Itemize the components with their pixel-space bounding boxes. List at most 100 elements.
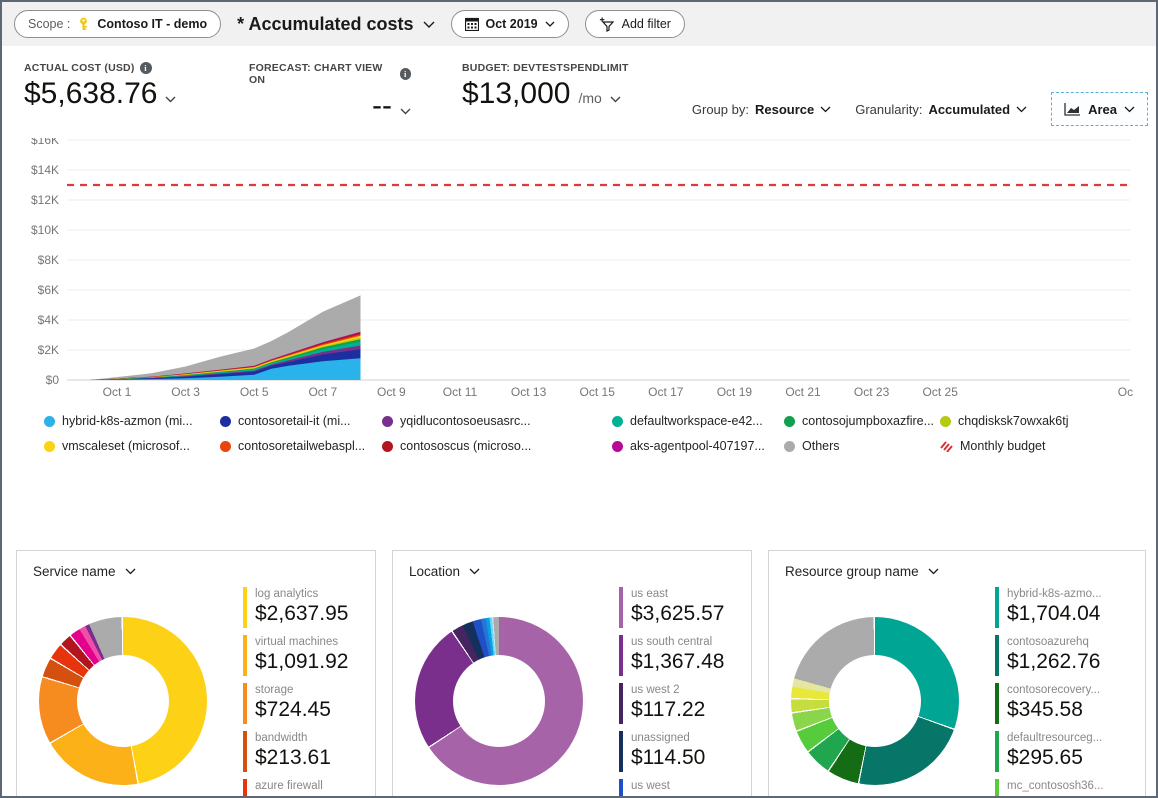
forecast-label: FORECAST: CHART VIEW ON (249, 62, 383, 86)
legend-label: aks-agentpool-407197... (630, 439, 765, 453)
forecast-dropdown[interactable]: -- (249, 89, 411, 123)
legend-item-1[interactable]: contosoretail-it (mi... (220, 414, 382, 428)
chevron-down-icon (1016, 106, 1027, 112)
budget-suffix: /mo (578, 90, 602, 106)
info-icon[interactable]: i (399, 68, 411, 80)
donut-chart-service-name[interactable] (39, 617, 207, 785)
x-axis-tick-label: Oct 23 (854, 385, 890, 399)
donut-list-item: hybrid-k8s-azmo... $1,704.04 (995, 587, 1139, 628)
list-item-value: $295.65 (1007, 746, 1083, 770)
list-item-color-bar (619, 731, 623, 772)
chevron-down-icon (469, 568, 480, 575)
list-item-label: azure firewall (255, 780, 323, 792)
legend-color-dot (44, 415, 55, 427)
accumulated-cost-area-chart[interactable]: $0 $2K $4K $6K $8K $10K $12K $14K $16K Oct 1 Oct 3… (2, 138, 1158, 410)
donut-list-item: us west (619, 779, 745, 796)
granularity-selector[interactable]: Granularity: Accumulated (855, 102, 1027, 117)
x-axis-tick-label: Oc (1118, 385, 1133, 399)
donut-list-item: log analytics $2,637.95 (243, 587, 369, 628)
view-selector[interactable]: * Accumulated costs (237, 14, 434, 35)
legend-item-2[interactable]: yqidlucontosoeusasrc... (382, 414, 612, 428)
add-filter-button[interactable]: Add filter (584, 10, 685, 38)
list-item-label: unassigned (631, 732, 690, 744)
scope-selector[interactable]: Scope : Contoso IT - demo (14, 10, 222, 38)
list-item-value: $117.22 (631, 698, 706, 722)
donut-list-item: storage $724.45 (243, 683, 369, 724)
legend-label: vmscaleset (microsof... (62, 439, 190, 453)
list-item-label: log analytics (255, 588, 319, 600)
scope-value: Contoso IT - demo (97, 17, 208, 31)
list-item-label: contosorecovery... (1007, 684, 1101, 696)
calendar-icon (464, 17, 479, 31)
legend-color-dot (784, 440, 795, 452)
legend-item-6[interactable]: vmscaleset (microsof... (44, 439, 220, 453)
dimension-selector-location[interactable]: Location (409, 564, 480, 579)
key-icon (77, 17, 90, 31)
x-axis-tick-label: Oct 3 (171, 385, 200, 399)
donut-list-item: us east $3,625.57 (619, 587, 745, 628)
donut-list-item: us south central $1,367.48 (619, 635, 745, 676)
legend-item-5[interactable]: chqdisksk7owxak6tj (940, 414, 1152, 428)
card-title: Location (409, 564, 461, 579)
list-item-label: mc_contososh36... (1007, 780, 1104, 792)
group-by-selector[interactable]: Group by: Resource (692, 102, 831, 117)
chart-type-selector[interactable]: Area (1051, 92, 1148, 126)
donut-list-item: unassigned $114.50 (619, 731, 745, 772)
legend-item-10[interactable]: Others (784, 439, 940, 453)
legend-color-dot (612, 415, 623, 427)
list-item-color-bar (995, 635, 999, 676)
list-item-value: $213.61 (255, 746, 331, 770)
donut-list-item: azure firewall (243, 779, 369, 796)
y-axis-tick-label: $14K (31, 163, 59, 177)
donut-list: us east $3,625.57 us south central $1,367.4… (619, 587, 745, 796)
dimension-selector-service-name[interactable]: Service name (33, 564, 136, 579)
donut-list-item: us west 2 $117.22 (619, 683, 745, 724)
legend-item-9[interactable]: aks-agentpool-407197... (612, 439, 784, 453)
legend-color-dot (382, 415, 393, 427)
legend-item-7[interactable]: contosoretailwebaspl... (220, 439, 382, 453)
legend-item-4[interactable]: contosojumpboxazfire... (784, 414, 940, 428)
donut-list-item: virtual machines $1,091.92 (243, 635, 369, 676)
granularity-value: Accumulated (928, 101, 1011, 117)
legend-label: contososcus (microso... (400, 439, 532, 453)
chevron-down-icon (165, 96, 176, 103)
legend-item-8[interactable]: contososcus (microso... (382, 439, 612, 453)
legend-item-3[interactable]: defaultworkspace-e42... (612, 414, 784, 428)
chevron-down-icon (820, 106, 831, 112)
legend-label: defaultworkspace-e42... (630, 414, 763, 428)
donut-chart-location[interactable] (415, 617, 583, 785)
y-axis-tick-label: $0 (46, 373, 60, 387)
granularity-label: Granularity: (855, 101, 923, 117)
donut-list: hybrid-k8s-azmo... $1,704.04 contosoazureh… (995, 587, 1139, 796)
donut-list-item: contosorecovery... $345.58 (995, 683, 1139, 724)
date-range-selector[interactable]: Oct 2019 (450, 10, 569, 38)
list-item-color-bar (995, 779, 999, 796)
donut-chart-resource-group[interactable] (791, 617, 959, 785)
breakdown-card-location: Location us east $3,625.57 us south centra… (392, 550, 752, 796)
list-item-value: $1,704.04 (1007, 602, 1101, 626)
legend-item-0[interactable]: hybrid-k8s-azmon (mi... (44, 414, 220, 428)
legend-item-monthly-budget[interactable]: Monthly budget (940, 439, 1152, 453)
donut-list: log analytics $2,637.95 virtual machines $1… (243, 587, 369, 796)
command-bar: Scope : Contoso IT - demo * Accumulated … (2, 2, 1156, 46)
list-item-color-bar (243, 683, 247, 724)
list-item-color-bar (619, 635, 623, 676)
donut-hole (77, 655, 169, 747)
legend-label: Monthly budget (960, 439, 1046, 453)
donut-hole (829, 655, 921, 747)
info-icon[interactable]: i (139, 62, 152, 74)
legend-color-dot (612, 440, 623, 452)
y-axis-tick-label: $8K (38, 253, 59, 267)
donut-list-item: bandwidth $213.61 (243, 731, 369, 772)
list-item-color-bar (995, 731, 999, 772)
budget-dropdown[interactable]: $13,000 /mo (462, 77, 629, 111)
date-range-value: Oct 2019 (485, 17, 538, 31)
chart-controls: Group by: Resource Granularity: Accumula… (692, 90, 1148, 128)
legend-label: contosojumpboxazfire... (802, 414, 935, 428)
actual-cost-dropdown[interactable]: $5,638.76 (24, 77, 176, 111)
dimension-selector-resource-group[interactable]: Resource group name (785, 564, 939, 579)
forecast-value: -- (372, 89, 392, 122)
legend-label: hybrid-k8s-azmon (mi... (62, 414, 193, 428)
donut-list-item: contosoazurehq $1,262.76 (995, 635, 1139, 676)
